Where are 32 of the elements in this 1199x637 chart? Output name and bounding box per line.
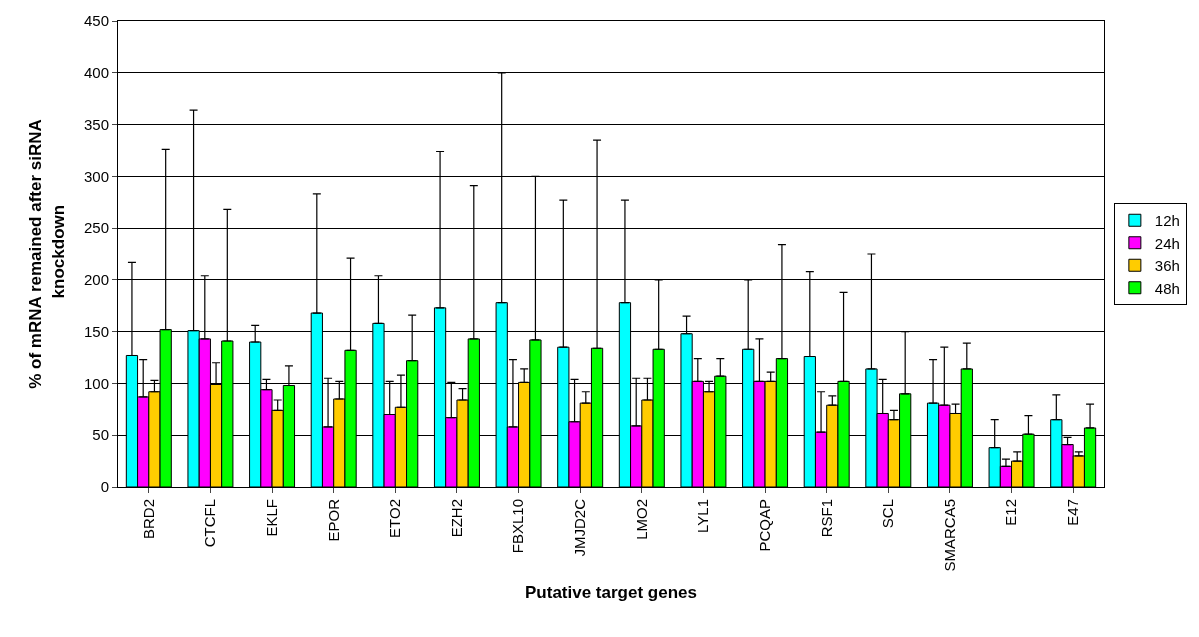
x-tick-label: E12 bbox=[1002, 499, 1020, 526]
x-tick-label: E47 bbox=[1064, 499, 1082, 526]
y-tick-label: 450 bbox=[83, 12, 109, 30]
y-tick-label: 150 bbox=[83, 322, 109, 340]
x-tick-label: EKLF bbox=[262, 499, 280, 537]
legend-label: 48h bbox=[1154, 279, 1180, 297]
x-tick-label: JMJD2C bbox=[571, 498, 589, 557]
x-tick-label: EZH2 bbox=[447, 499, 465, 538]
y-tick-label: 200 bbox=[83, 271, 109, 289]
y-tick-label: 50 bbox=[92, 426, 109, 444]
y-tick-label: 400 bbox=[83, 64, 109, 82]
x-tick-label: CTCFL bbox=[201, 499, 219, 548]
legend-label: 12h bbox=[1154, 212, 1180, 230]
x-tick-label: SCL bbox=[879, 499, 897, 529]
y-axis-title: % of mRNA remained after siRNA knockdown bbox=[26, 119, 68, 389]
x-tick-label: BRD2 bbox=[139, 499, 157, 540]
y-tick-label: 350 bbox=[83, 115, 109, 133]
y-tick-label: 300 bbox=[83, 167, 109, 185]
x-tick-label: FBXL10 bbox=[509, 499, 527, 554]
x-tick-label: RSF1 bbox=[817, 499, 835, 538]
x-tick-label: LYL1 bbox=[694, 499, 712, 533]
x-tick-label: SMARCA5 bbox=[940, 499, 958, 572]
x-tick-label: ETO2 bbox=[386, 499, 404, 538]
y-tick-label: 0 bbox=[100, 478, 109, 496]
legend-label: 36h bbox=[1154, 257, 1180, 275]
legend-label: 24h bbox=[1154, 234, 1180, 252]
x-tick-label: LMO2 bbox=[632, 499, 650, 540]
x-tick-label: EPOR bbox=[324, 498, 342, 542]
y-tick-label: 100 bbox=[83, 374, 109, 392]
y-tick-label: 250 bbox=[83, 219, 109, 237]
x-axis-title: Putative target genes bbox=[525, 582, 697, 602]
x-tick-label: PCQAP bbox=[755, 499, 773, 552]
